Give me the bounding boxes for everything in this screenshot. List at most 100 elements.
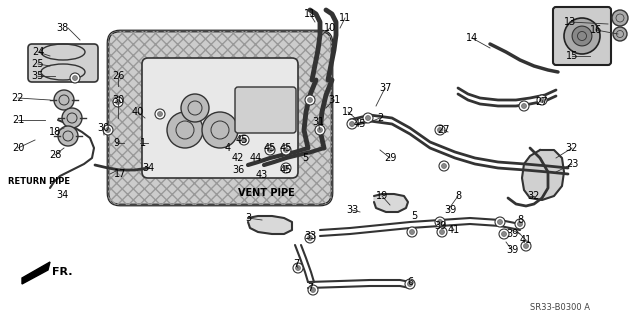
Circle shape [115, 100, 120, 105]
Circle shape [437, 227, 447, 237]
Circle shape [537, 95, 547, 105]
Text: 15: 15 [566, 51, 578, 61]
Text: 41: 41 [520, 235, 532, 245]
Text: 9: 9 [113, 138, 119, 148]
Text: 45: 45 [280, 143, 292, 153]
Circle shape [281, 163, 291, 173]
Circle shape [572, 26, 592, 46]
Text: 4: 4 [225, 143, 231, 153]
Text: 30: 30 [112, 95, 124, 105]
Circle shape [540, 98, 545, 102]
Text: 41: 41 [448, 225, 460, 235]
Text: 5: 5 [411, 211, 417, 221]
Circle shape [305, 233, 315, 243]
Circle shape [521, 241, 531, 251]
FancyBboxPatch shape [28, 44, 98, 82]
Circle shape [155, 109, 165, 119]
Circle shape [239, 135, 249, 145]
Polygon shape [22, 262, 50, 284]
Text: 10: 10 [324, 23, 336, 33]
Circle shape [268, 147, 273, 152]
Circle shape [519, 101, 529, 111]
Text: 45: 45 [264, 143, 276, 153]
Circle shape [202, 112, 238, 148]
Text: 33: 33 [304, 231, 316, 241]
Text: FR.: FR. [52, 267, 72, 277]
Text: 11: 11 [304, 9, 316, 19]
FancyBboxPatch shape [142, 58, 298, 178]
Text: 39: 39 [506, 229, 518, 239]
Circle shape [495, 217, 505, 227]
FancyBboxPatch shape [108, 31, 332, 205]
Circle shape [407, 227, 417, 237]
Text: RETURN PIPE: RETURN PIPE [8, 177, 70, 187]
Text: 32: 32 [566, 143, 578, 153]
Circle shape [281, 145, 291, 155]
Circle shape [499, 229, 509, 239]
Circle shape [293, 263, 303, 273]
Text: 43: 43 [256, 170, 268, 180]
Text: 6: 6 [407, 277, 413, 287]
Text: 42: 42 [232, 153, 244, 163]
Text: 18: 18 [49, 127, 61, 137]
Text: 45: 45 [354, 119, 366, 129]
Circle shape [113, 97, 123, 107]
Text: 7: 7 [307, 283, 313, 293]
Circle shape [72, 76, 77, 80]
Circle shape [167, 112, 203, 148]
Circle shape [442, 164, 447, 168]
Circle shape [564, 18, 600, 54]
Text: 32: 32 [528, 191, 540, 201]
Circle shape [524, 243, 529, 249]
FancyBboxPatch shape [235, 87, 296, 133]
Circle shape [522, 103, 527, 108]
Circle shape [349, 122, 355, 127]
Text: 39: 39 [506, 245, 518, 255]
Circle shape [410, 229, 415, 234]
Circle shape [157, 112, 163, 116]
Circle shape [106, 128, 111, 132]
Text: SR33-B0300 A: SR33-B0300 A [530, 303, 590, 313]
Text: 29: 29 [384, 153, 396, 163]
Text: 44: 44 [250, 153, 262, 163]
Text: 30: 30 [97, 123, 109, 133]
Text: 8: 8 [455, 191, 461, 201]
Circle shape [305, 95, 315, 105]
Text: 26: 26 [112, 71, 124, 81]
Circle shape [612, 10, 628, 26]
Text: 7: 7 [293, 259, 299, 269]
Text: 37: 37 [379, 83, 391, 93]
Circle shape [408, 281, 413, 286]
Text: 34: 34 [56, 190, 68, 200]
Circle shape [435, 125, 445, 135]
Text: 39: 39 [434, 221, 446, 231]
Text: 8: 8 [517, 215, 523, 225]
Text: 23: 23 [566, 159, 578, 169]
Text: 31: 31 [312, 117, 324, 127]
Text: 39: 39 [444, 205, 456, 215]
Text: 11: 11 [339, 13, 351, 23]
Text: 31: 31 [328, 95, 340, 105]
Circle shape [435, 217, 445, 227]
Polygon shape [374, 194, 408, 212]
Text: 27: 27 [536, 97, 548, 107]
Circle shape [613, 27, 627, 41]
Circle shape [518, 221, 522, 226]
Text: 5: 5 [302, 153, 308, 163]
Circle shape [241, 137, 246, 143]
Text: 27: 27 [438, 125, 451, 135]
Circle shape [103, 125, 113, 135]
Circle shape [440, 229, 445, 234]
Polygon shape [522, 150, 564, 200]
Text: 28: 28 [49, 150, 61, 160]
Circle shape [70, 73, 80, 83]
Circle shape [307, 235, 312, 241]
Circle shape [308, 285, 318, 295]
Circle shape [58, 126, 78, 146]
Circle shape [438, 219, 442, 225]
Text: 12: 12 [342, 107, 354, 117]
Text: 19: 19 [376, 191, 388, 201]
Text: 17: 17 [114, 169, 126, 179]
Circle shape [439, 161, 449, 171]
Circle shape [515, 219, 525, 229]
